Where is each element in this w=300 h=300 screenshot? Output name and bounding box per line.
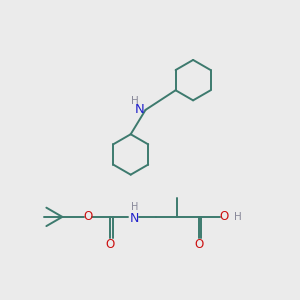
Text: N: N [134, 103, 144, 116]
Text: H: H [233, 212, 241, 222]
Text: O: O [106, 238, 115, 251]
Text: O: O [194, 238, 203, 251]
Text: N: N [130, 212, 139, 225]
Text: H: H [130, 202, 138, 212]
Text: O: O [220, 210, 229, 224]
Text: O: O [84, 210, 93, 224]
Text: H: H [131, 96, 139, 106]
